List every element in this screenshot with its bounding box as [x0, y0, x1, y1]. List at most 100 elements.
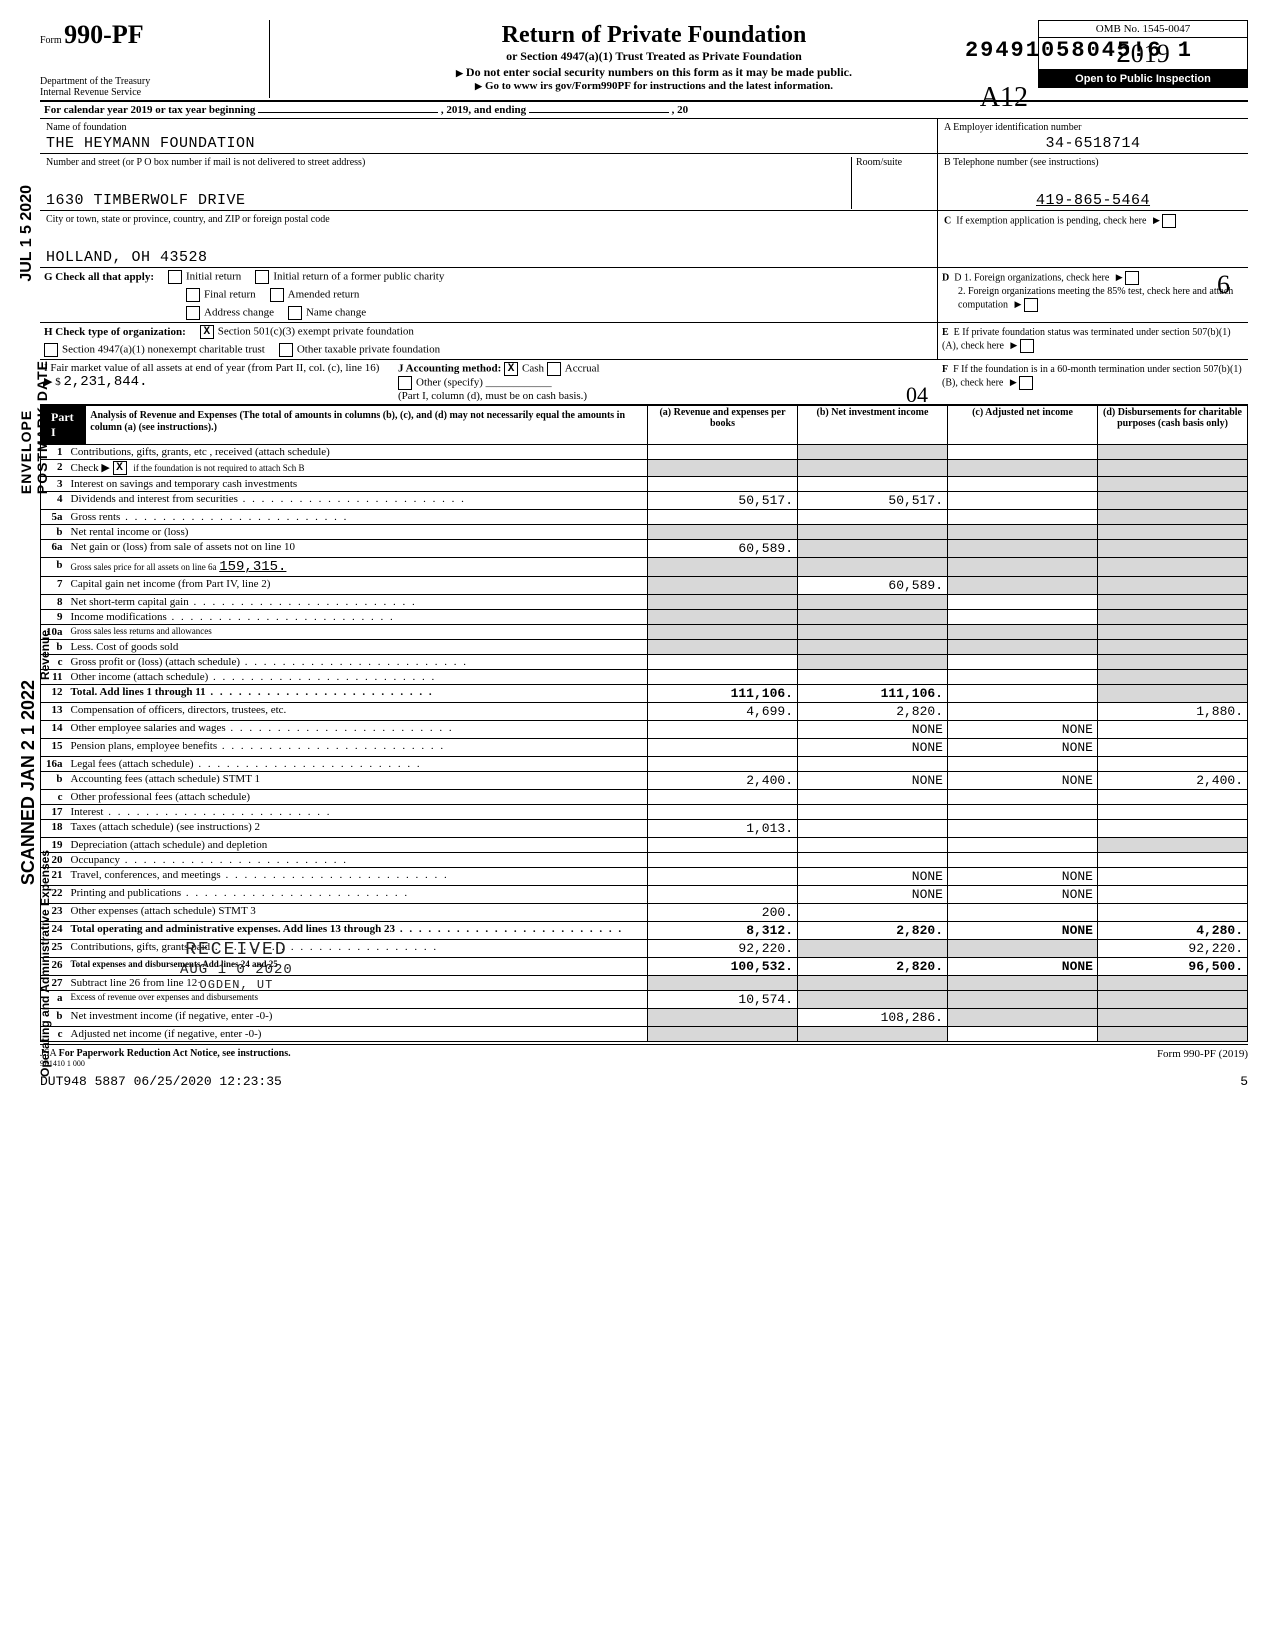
form-subtitle-1: or Section 4947(a)(1) Trust Treated as P… [280, 49, 1028, 65]
table-row: 12Total. Add lines 1 through 11111,106.1… [41, 685, 1248, 703]
opexp-vertical-label: Operating and Administrative Expenses [38, 850, 52, 1077]
room-suite-label: Room/suite [856, 157, 931, 168]
dept-treasury: Department of the Treasury Internal Reve… [40, 76, 265, 98]
table-row: bNet rental income or (loss) [41, 525, 1248, 540]
d2-label: 2. Foreign organizations meeting the 85%… [958, 286, 1233, 310]
table-row: 24Total operating and administrative exp… [41, 922, 1248, 940]
name-of-foundation-label: Name of foundation [46, 122, 931, 133]
table-row: bLess. Cost of goods sold [41, 640, 1248, 655]
received-stamp: RECEIVED AUG 1 0 2020 OGDEN, UT [180, 940, 293, 993]
form-title: Return of Private Foundation [280, 22, 1028, 49]
margin-jul-date: JUL 1 5 2020 [18, 185, 36, 282]
checkbox-501c3[interactable]: X [200, 325, 214, 339]
j-note: (Part I, column (d), must be on cash bas… [398, 390, 934, 402]
table-row: bGross sales price for all assets on lin… [41, 558, 1248, 577]
dln-number: 29491058045!6 1 [965, 38, 1193, 63]
margin-scanned: SCANNED JAN 2 1 2022 [18, 680, 39, 885]
city-label: City or town, state or province, country… [46, 214, 931, 225]
checkbox-sch-b[interactable]: X [113, 461, 127, 475]
checkbox-c[interactable] [1162, 214, 1176, 228]
checkbox-d1[interactable] [1125, 271, 1139, 285]
calendar-year-row: For calendar year 2019 or tax year begin… [40, 102, 1248, 119]
name-ein-row: Name of foundation THE HEYMANN FOUNDATIO… [40, 119, 1248, 154]
table-row: 18Taxes (attach schedule) (see instructi… [41, 820, 1248, 838]
h-label: H Check type of organization: [44, 326, 186, 338]
checkbox-d2[interactable] [1024, 298, 1038, 312]
row-ij-f: I Fair market value of all assets at end… [40, 360, 1248, 405]
checkbox-4947[interactable] [44, 343, 58, 357]
footer-code: 9E1410 1 000 [40, 1059, 291, 1068]
form-page: 29491058045!6 1 A12 6 JUL 1 5 2020 ENVEL… [40, 20, 1248, 1089]
table-row: cOther professional fees (attach schedul… [41, 790, 1248, 805]
checkbox-name-change[interactable] [288, 306, 302, 320]
checkbox-amended[interactable] [270, 288, 284, 302]
table-row: 2Check ▶ X if the foundation is not requ… [41, 460, 1248, 477]
col-d-header: (d) Disbursements for charitable purpose… [1098, 406, 1248, 445]
table-row: 19Depreciation (attach schedule) and dep… [41, 838, 1248, 853]
checkbox-initial-pub[interactable] [255, 270, 269, 284]
checkbox-other-method[interactable] [398, 376, 412, 390]
table-row: 23Other expenses (attach schedule) STMT … [41, 904, 1248, 922]
checkbox-f[interactable] [1019, 376, 1033, 390]
row-g-d: G Check all that apply: Initial return I… [40, 268, 1248, 323]
form-subtitle-2: Do not enter social security numbers on … [280, 65, 1028, 81]
table-row: cAdjusted net income (if negative, enter… [41, 1027, 1248, 1042]
file-tag: DUT948 5887 06/25/2020 12:23:35 5 [40, 1074, 1248, 1089]
ein-value: 34-6518714 [944, 135, 1242, 152]
handwritten-a12: A12 [980, 82, 1028, 114]
telephone-label: B Telephone number (see instructions) [944, 157, 1242, 168]
table-row: 5aGross rents [41, 510, 1248, 525]
checkbox-initial-return[interactable] [168, 270, 182, 284]
checkbox-addr-change[interactable] [186, 306, 200, 320]
foundation-name: THE HEYMANN FOUNDATION [46, 135, 931, 152]
paperwork-notice: For Paperwork Reduction Act Notice, see … [59, 1048, 291, 1059]
ein-label: A Employer identification number [944, 122, 1242, 133]
street-phone-row: Number and street (or P O box number if … [40, 154, 1248, 211]
table-row: 20Occupancy [41, 853, 1248, 868]
exemption-pending-label: If exemption application is pending, che… [956, 215, 1146, 226]
table-row: 16aLegal fees (attach schedule) [41, 757, 1248, 772]
form-ref: Form 990-PF (2019) [1157, 1048, 1248, 1068]
telephone-value: 419-865-5464 [944, 192, 1242, 209]
table-row: 6aNet gain or (loss) from sale of assets… [41, 540, 1248, 558]
revenue-vertical-label: Revenue [38, 630, 52, 680]
f-label: F If the foundation is in a 60-month ter… [942, 364, 1242, 388]
table-row: 1Contributions, gifts, grants, etc , rec… [41, 445, 1248, 460]
street-value: 1630 TIMBERWOLF DRIVE [46, 192, 851, 209]
table-row: 13Compensation of officers, directors, t… [41, 703, 1248, 721]
e-label: E If private foundation status was termi… [942, 327, 1231, 351]
g-label: G Check all that apply: [44, 271, 154, 283]
open-inspection: Open to Public Inspection [1038, 70, 1248, 88]
page-footer: JSA For Paperwork Reduction Act Notice, … [40, 1044, 1248, 1068]
checkbox-cash[interactable]: X [504, 362, 518, 376]
col-a-header: (a) Revenue and expenses per books [648, 406, 798, 445]
part1-desc: Analysis of Revenue and Expenses (The to… [86, 406, 647, 444]
table-row: 11Other income (attach schedule) [41, 670, 1248, 685]
d1-label: D 1. Foreign organizations, check here [954, 272, 1109, 283]
row-h-e: H Check type of organization: XSection 5… [40, 323, 1248, 360]
table-row: 14Other employee salaries and wagesNONEN… [41, 721, 1248, 739]
checkbox-other-taxable[interactable] [279, 343, 293, 357]
table-row: 7Capital gain net income (from Part IV, … [41, 577, 1248, 595]
col-b-header: (b) Net investment income [798, 406, 948, 445]
table-row: 21Travel, conferences, and meetingsNONEN… [41, 868, 1248, 886]
checkbox-e[interactable] [1020, 339, 1034, 353]
table-row: 10aGross sales less returns and allowanc… [41, 625, 1248, 640]
city-c-row: City or town, state or province, country… [40, 211, 1248, 268]
table-row: 4Dividends and interest from securities5… [41, 492, 1248, 510]
col-c-header: (c) Adjusted net income [948, 406, 1098, 445]
omb-number: OMB No. 1545-0047 [1038, 20, 1248, 38]
page-number: 5 [1240, 1074, 1248, 1089]
form-number: Form 990-PF [40, 20, 265, 50]
form-go-link: Go to www irs gov/Form990PF for instruct… [280, 80, 1028, 92]
table-row: 15Pension plans, employee benefitsNONENO… [41, 739, 1248, 757]
margin-envelope: ENVELOPE POSTMARK DATE [18, 360, 50, 494]
checkbox-final[interactable] [186, 288, 200, 302]
j-label: J Accounting method: [398, 363, 501, 375]
table-row: 9Income modifications [41, 610, 1248, 625]
table-row: aExcess of revenue over expenses and dis… [41, 991, 1248, 1009]
table-row: cGross profit or (loss) (attach schedule… [41, 655, 1248, 670]
table-row: 17Interest [41, 805, 1248, 820]
checkbox-accrual[interactable] [547, 362, 561, 376]
table-row: bAccounting fees (attach schedule) STMT … [41, 772, 1248, 790]
